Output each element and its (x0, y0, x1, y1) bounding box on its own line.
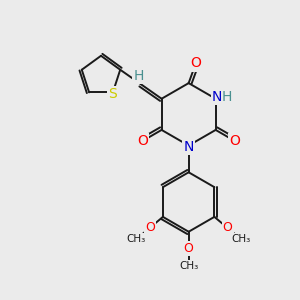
Text: O: O (137, 134, 148, 148)
Text: CH₃: CH₃ (127, 234, 146, 244)
Text: O: O (184, 242, 194, 256)
Text: O: O (145, 221, 154, 235)
Text: S: S (109, 87, 117, 101)
Text: CH₃: CH₃ (231, 234, 250, 244)
Text: CH₃: CH₃ (179, 261, 198, 271)
Text: O: O (229, 134, 240, 148)
Text: O: O (190, 56, 201, 70)
Text: O: O (223, 221, 232, 235)
Text: H: H (134, 69, 144, 83)
Text: N: N (212, 90, 222, 104)
Text: N: N (184, 140, 194, 154)
Text: H: H (222, 90, 232, 104)
